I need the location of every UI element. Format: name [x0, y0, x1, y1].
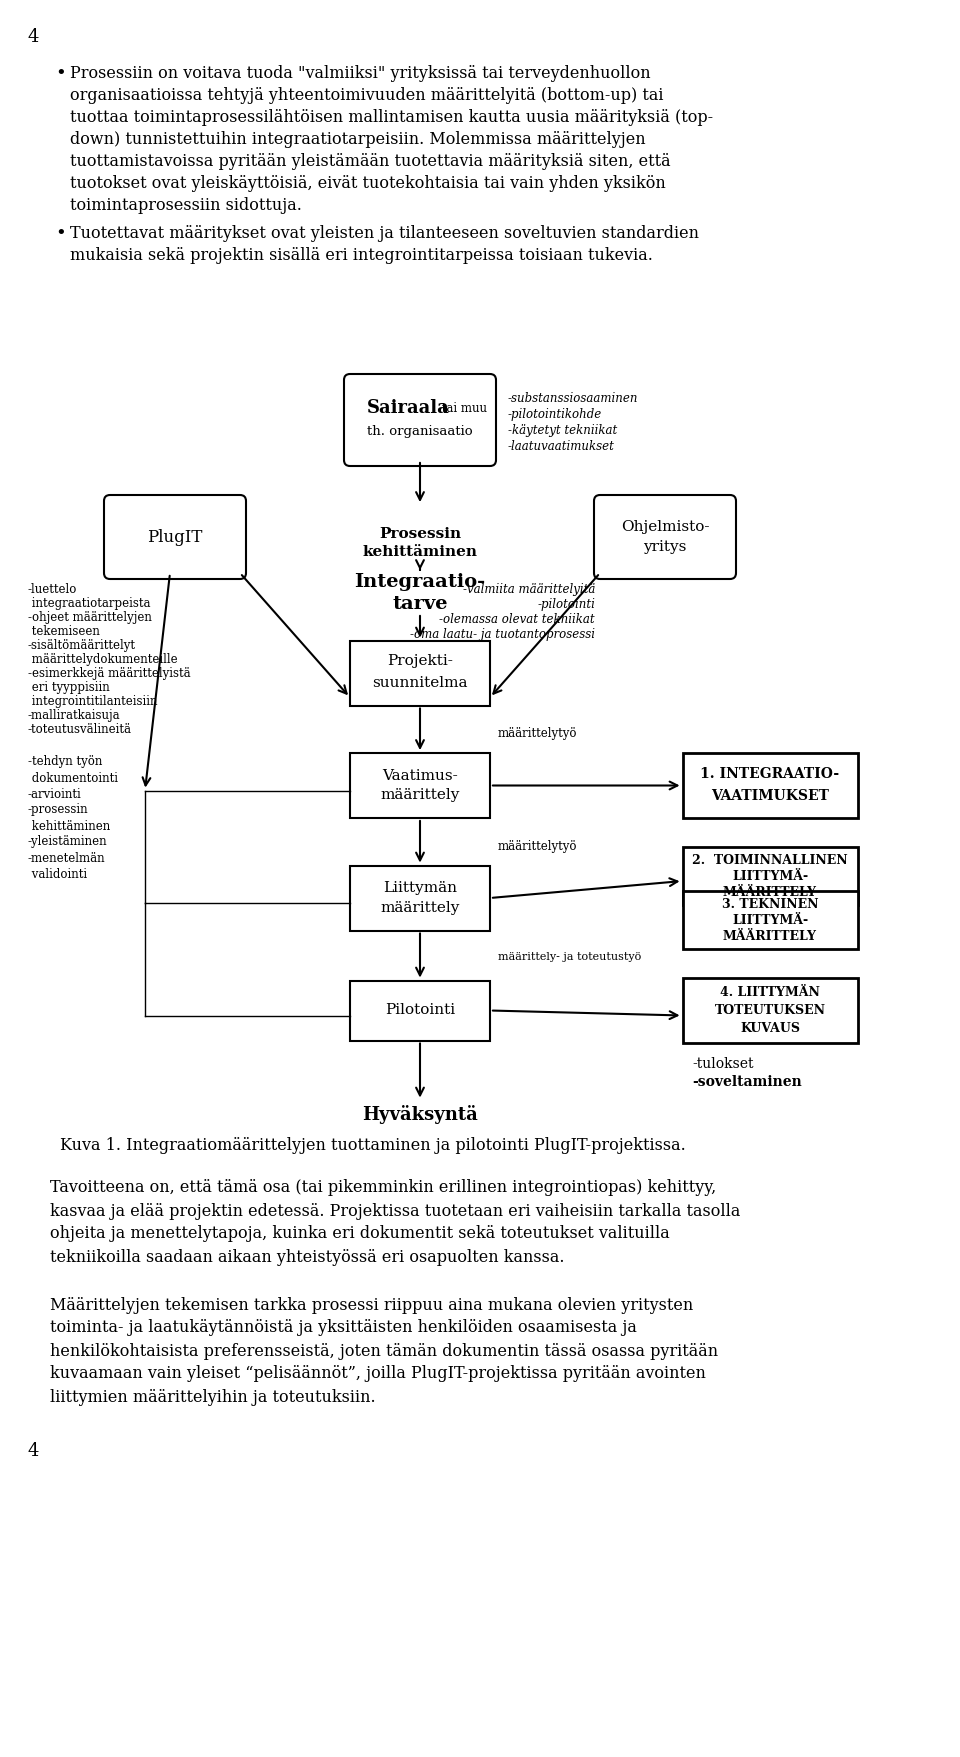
Text: -tulokset: -tulokset [692, 1058, 754, 1072]
Text: 1. INTEGRAATIO-: 1. INTEGRAATIO- [701, 766, 840, 780]
Text: liittymien määrittelyihin ja toteutuksiin.: liittymien määrittelyihin ja toteutuksii… [50, 1388, 375, 1406]
Text: määrittely- ja toteutustyö: määrittely- ja toteutustyö [498, 952, 641, 963]
Text: Hyväksyntä: Hyväksyntä [362, 1105, 478, 1124]
Text: kuvaamaan vain yleiset “pelisäännöt”, joilla PlugIT-projektissa pyritään avointe: kuvaamaan vain yleiset “pelisäännöt”, jo… [50, 1365, 706, 1383]
Text: yritys: yritys [643, 539, 686, 553]
Text: kehittäminen: kehittäminen [363, 545, 477, 559]
Text: Prosessin: Prosessin [379, 527, 461, 541]
Text: tuotokset ovat yleiskäyttöisiä, eivät tuotekohtaisia tai vain yhden yksikön: tuotokset ovat yleiskäyttöisiä, eivät tu… [70, 176, 665, 192]
Text: tekemiseen: tekemiseen [28, 625, 100, 638]
Text: tai muu: tai muu [438, 402, 487, 415]
Text: -pilotointi: -pilotointi [538, 597, 595, 611]
Text: 4: 4 [28, 1441, 39, 1460]
FancyBboxPatch shape [594, 495, 736, 580]
Text: Sairaala: Sairaala [367, 399, 449, 416]
Text: -laatuvaatimukset: -laatuvaatimukset [508, 439, 614, 453]
FancyBboxPatch shape [344, 374, 496, 466]
Text: -olemassa olevat tekniikat: -olemassa olevat tekniikat [440, 613, 595, 625]
Text: eri tyyppisiin: eri tyyppisiin [28, 682, 109, 694]
Text: organisaatioissa tehtyjä yhteentoimivuuden määrittelyitä (bottom-up) tai: organisaatioissa tehtyjä yhteentoimivuud… [70, 88, 663, 104]
Text: määrittelytyö: määrittelytyö [498, 727, 578, 740]
Text: integrointitilanteisiin: integrointitilanteisiin [28, 696, 157, 708]
Text: -ohjeet määrittelyjen: -ohjeet määrittelyjen [28, 611, 152, 624]
Text: Liittymän: Liittymän [383, 880, 457, 894]
Text: -valmiita määrittelyitä: -valmiita määrittelyitä [463, 583, 595, 596]
Text: 2.  TOIMINNALLINEN: 2. TOIMINNALLINEN [692, 854, 848, 866]
Text: kasvaa ja elää projektin edetessä. Projektissa tuotetaan eri vaiheisiin tarkalla: kasvaa ja elää projektin edetessä. Proje… [50, 1202, 740, 1219]
Text: -oma laatu- ja tuotantoprosessi: -oma laatu- ja tuotantoprosessi [410, 627, 595, 641]
Text: -pilotointikohde: -pilotointikohde [508, 408, 602, 422]
FancyBboxPatch shape [104, 495, 246, 580]
Text: 3. TEKNINEN: 3. TEKNINEN [722, 898, 818, 910]
Text: integraatiotarpeista: integraatiotarpeista [28, 597, 151, 610]
Text: -toteutusvälineitä: -toteutusvälineitä [28, 722, 132, 736]
Text: TOTEUTUKSEN: TOTEUTUKSEN [714, 1003, 826, 1017]
Text: -arviointi: -arviointi [28, 787, 82, 801]
Text: Ohjelmisto-: Ohjelmisto- [621, 520, 709, 534]
Text: Tavoitteena on, että tämä osa (tai pikemminkin erillinen integrointiopas) kehitt: Tavoitteena on, että tämä osa (tai pikem… [50, 1179, 716, 1197]
Text: -sisältömäärittelyt: -sisältömäärittelyt [28, 640, 136, 652]
Text: henkilökohtaisista preferensseistä, joten tämän dokumentin tässä osassa pyritään: henkilökohtaisista preferensseistä, jote… [50, 1342, 718, 1360]
Text: -luettelo: -luettelo [28, 583, 78, 596]
Text: toimintaprosessiin sidottuja.: toimintaprosessiin sidottuja. [70, 197, 301, 214]
Text: Projekti-: Projekti- [387, 654, 453, 668]
Text: LIITTYMÄ-: LIITTYMÄ- [732, 870, 808, 882]
Text: tarve: tarve [393, 596, 447, 613]
Text: kehittäminen: kehittäminen [28, 819, 110, 833]
Text: •: • [55, 225, 65, 242]
Bar [350, 641, 490, 706]
Text: Integraatio-: Integraatio- [354, 573, 486, 590]
Text: suunnitelma: suunnitelma [372, 676, 468, 691]
Text: -prosessin: -prosessin [28, 803, 88, 817]
Text: Tuotettavat määritykset ovat yleisten ja tilanteeseen soveltuvien standardien: Tuotettavat määritykset ovat yleisten ja… [70, 225, 699, 242]
Text: määrittely: määrittely [380, 901, 460, 915]
Text: Prosessiin on voitava tuoda "valmiiksi" yrityksissä tai terveydenhuollon: Prosessiin on voitava tuoda "valmiiksi" … [70, 65, 651, 83]
Text: MÄÄRITTELY: MÄÄRITTELY [723, 929, 817, 942]
Bar [683, 847, 857, 905]
Text: down) tunnistettuihin integraatiotarpeisiin. Molemmissa määrittelyjen: down) tunnistettuihin integraatiotarpeis… [70, 132, 646, 148]
Text: -käytetyt tekniikat: -käytetyt tekniikat [508, 423, 617, 437]
Bar [350, 754, 490, 819]
Text: -malliratkaisuja: -malliratkaisuja [28, 710, 121, 722]
Text: tekniikoilla saadaan aikaan yhteistyössä eri osapuolten kanssa.: tekniikoilla saadaan aikaan yhteistyössä… [50, 1249, 564, 1265]
Text: dokumentointi: dokumentointi [28, 771, 118, 784]
Text: Vaatimus-: Vaatimus- [382, 768, 458, 782]
Text: määrittely: määrittely [380, 789, 460, 803]
Text: -tehdyn työn: -tehdyn työn [28, 756, 103, 768]
Bar [683, 979, 857, 1044]
Text: mukaisia sekä projektin sisällä eri integrointitarpeissa toisiaan tukevia.: mukaisia sekä projektin sisällä eri inte… [70, 248, 653, 264]
Text: määrittelydokumenteille: määrittelydokumenteille [28, 654, 178, 666]
Text: th. organisaatio: th. organisaatio [367, 425, 473, 439]
Text: 4. LIITTYMÄN: 4. LIITTYMÄN [720, 986, 820, 1000]
Text: -yleistäminen: -yleistäminen [28, 836, 108, 849]
Text: Kuva 1. Integraatiomäärittelyjen tuottaminen ja pilotointi PlugIT-projektissa.: Kuva 1. Integraatiomäärittelyjen tuottam… [60, 1137, 685, 1154]
Text: MÄÄRITTELY: MÄÄRITTELY [723, 886, 817, 898]
Bar [683, 891, 857, 949]
Bar [350, 866, 490, 931]
Text: tuottaa toimintaprosessilähtöisen mallintamisen kautta uusia määrityksiä (top-: tuottaa toimintaprosessilähtöisen mallin… [70, 109, 713, 127]
Text: Määrittelyjen tekemisen tarkka prosessi riippuu aina mukana olevien yritysten: Määrittelyjen tekemisen tarkka prosessi … [50, 1297, 693, 1314]
Bar [683, 754, 857, 819]
Text: määrittelytyö: määrittelytyö [498, 840, 578, 852]
Text: validointi: validointi [28, 868, 87, 880]
Bar [350, 980, 490, 1040]
Text: 4: 4 [28, 28, 39, 46]
Text: ohjeita ja menettelytapoja, kuinka eri dokumentit sekä toteutukset valituilla: ohjeita ja menettelytapoja, kuinka eri d… [50, 1225, 670, 1242]
Text: -esimerkkejä määrittelyistä: -esimerkkejä määrittelyistä [28, 668, 191, 680]
Text: KUVAUS: KUVAUS [740, 1023, 800, 1035]
Text: PlugIT: PlugIT [147, 529, 203, 545]
Text: •: • [55, 65, 65, 83]
Text: VAATIMUKSET: VAATIMUKSET [711, 789, 828, 803]
Text: tuottamistavoissa pyritään yleistämään tuotettavia määrityksiä siten, että: tuottamistavoissa pyritään yleistämään t… [70, 153, 671, 170]
Text: toiminta- ja laatukäytännöistä ja yksittäisten henkilöiden osaamisesta ja: toiminta- ja laatukäytännöistä ja yksitt… [50, 1320, 636, 1337]
Text: -menetelmän: -menetelmän [28, 852, 106, 864]
Text: Pilotointi: Pilotointi [385, 1003, 455, 1017]
Text: -substanssiosaaminen: -substanssiosaaminen [508, 392, 638, 406]
Text: LIITTYMÄ-: LIITTYMÄ- [732, 914, 808, 926]
Text: -soveltaminen: -soveltaminen [692, 1075, 803, 1089]
